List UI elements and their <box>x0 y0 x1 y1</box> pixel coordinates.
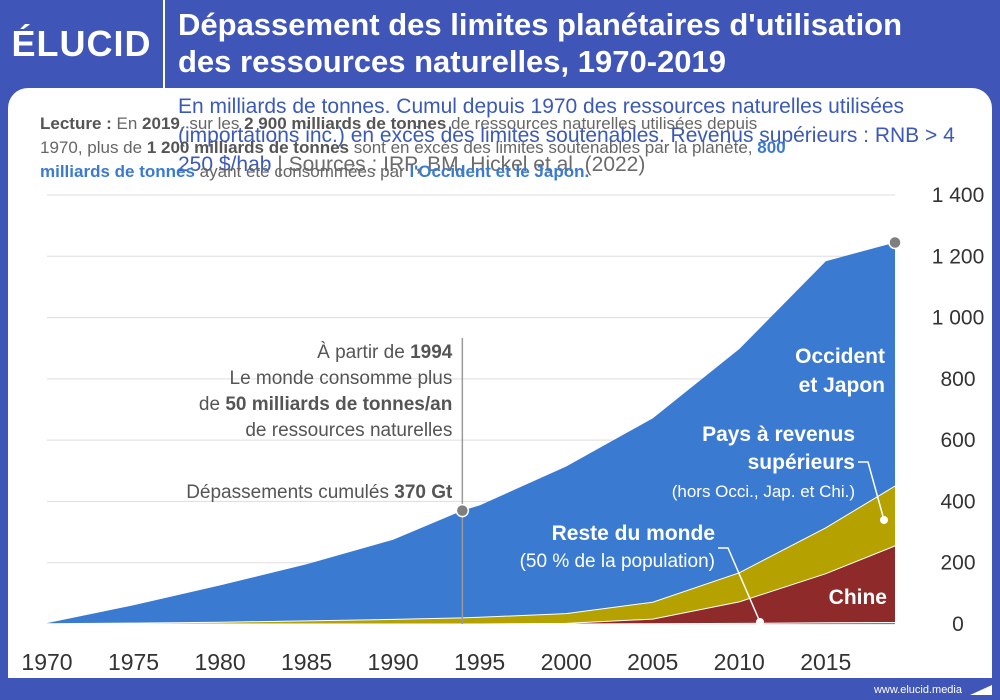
y-tick-label: 1 400 <box>932 184 985 207</box>
annotation-1994-line1: À partir de 1994 <box>317 342 453 363</box>
label-pays-line3: (hors Occi., Jap. et Chi.) <box>672 482 855 501</box>
leader-reste <box>718 547 761 623</box>
label-occident-line1: Occident <box>795 345 885 368</box>
x-tick-label: 1990 <box>368 649 419 675</box>
x-tick-label: 2000 <box>541 649 592 675</box>
area-occident-japon <box>47 242 895 624</box>
label-occident-line2: et Japon <box>799 374 885 397</box>
label-pays-line2: supérieurs <box>748 451 855 474</box>
reading-note-p11: l'Occident et le Japon. <box>409 162 590 181</box>
y-tick-label: 0 <box>952 613 964 636</box>
subtitle-separator: | <box>277 153 283 176</box>
label-reste-line2: (50 % de la population) <box>520 551 715 572</box>
chart-title: Dépassement des limites planétaires d'ut… <box>178 6 993 80</box>
title-line-1: Dépassement des limites planétaires d'ut… <box>178 7 903 42</box>
reading-note-p3: 2019 <box>142 114 180 133</box>
annotation-370gt: Dépassements cumulés 370 Gt <box>186 482 453 503</box>
x-tick-label: 1980 <box>194 649 245 675</box>
y-tick-label: 400 <box>940 490 975 513</box>
annotation-1994-line3: de 50 milliards de tonnes/an <box>199 394 452 415</box>
y-tick-label: 600 <box>940 429 975 452</box>
leader-pays <box>858 461 885 521</box>
y-tick-label: 1 000 <box>932 307 985 330</box>
x-tick-label: 1970 <box>21 649 72 675</box>
leader-pays-dot <box>880 516 888 524</box>
layer-separator <box>47 545 896 625</box>
x-tick-label: 2010 <box>714 649 765 675</box>
label-pays-line1: Pays à revenus <box>702 423 855 446</box>
total-marker-dot <box>455 503 470 518</box>
x-tick-label: 1995 <box>454 649 505 675</box>
y-tick-label: 1 200 <box>932 245 985 268</box>
logo-box: ÉLUCID <box>0 0 165 88</box>
reading-note-p9: 800 milliards de tonnes <box>40 138 786 181</box>
footer-flag-icon <box>970 685 992 695</box>
total-marker-dot <box>888 235 902 250</box>
reading-note-p10: ayant été consommées par <box>194 162 410 181</box>
annotation-1994-line4: de ressources naturelles <box>245 420 452 441</box>
reading-note-p7: 1 200 milliards de tonnes <box>146 138 350 157</box>
reading-note-p5: 2 900 milliards de tonnes <box>244 114 447 133</box>
x-tick-label: 1985 <box>281 649 332 675</box>
footer-site: www.elucid.media <box>873 684 962 696</box>
reading-note-p2: En <box>111 114 143 133</box>
label-chine: Chine <box>829 586 887 609</box>
x-tick-label: 1975 <box>108 649 159 675</box>
subtitle-sources: Sources : IRP, BM, Hickel et al. (2022) <box>288 153 646 176</box>
title-line-2: des ressources naturelles, 1970-2019 <box>178 44 727 79</box>
y-tick-label: 200 <box>940 552 975 575</box>
reading-note-p1: Lecture : <box>40 114 112 133</box>
reading-note-p8: sont en excés des limites soutenables pa… <box>349 138 758 157</box>
reading-note: Lecture : En 2019, sur les 2 900 milliar… <box>40 112 800 184</box>
annotation-1994-line2: Le monde consomme plus <box>230 368 453 389</box>
y-tick-label: 800 <box>940 368 975 391</box>
chart-subtitle: En milliards de tonnes. Cumul depuis 197… <box>178 92 978 179</box>
label-reste-line1: Reste du monde <box>552 522 715 545</box>
area-chine <box>47 545 895 624</box>
subtitle-text: En milliards de tonnes. Cumul depuis 197… <box>178 95 955 176</box>
elucid-logo: ÉLUCID <box>11 23 152 64</box>
leader-reste-dot <box>756 618 764 626</box>
x-tick-label: 2005 <box>627 649 678 675</box>
layer-separator <box>46 485 896 625</box>
reading-note-p4: , sur les <box>179 114 245 133</box>
x-tick-label: 2015 <box>800 649 851 675</box>
reading-note-p6: de ressources naturelles utilisées depui… <box>40 114 758 157</box>
